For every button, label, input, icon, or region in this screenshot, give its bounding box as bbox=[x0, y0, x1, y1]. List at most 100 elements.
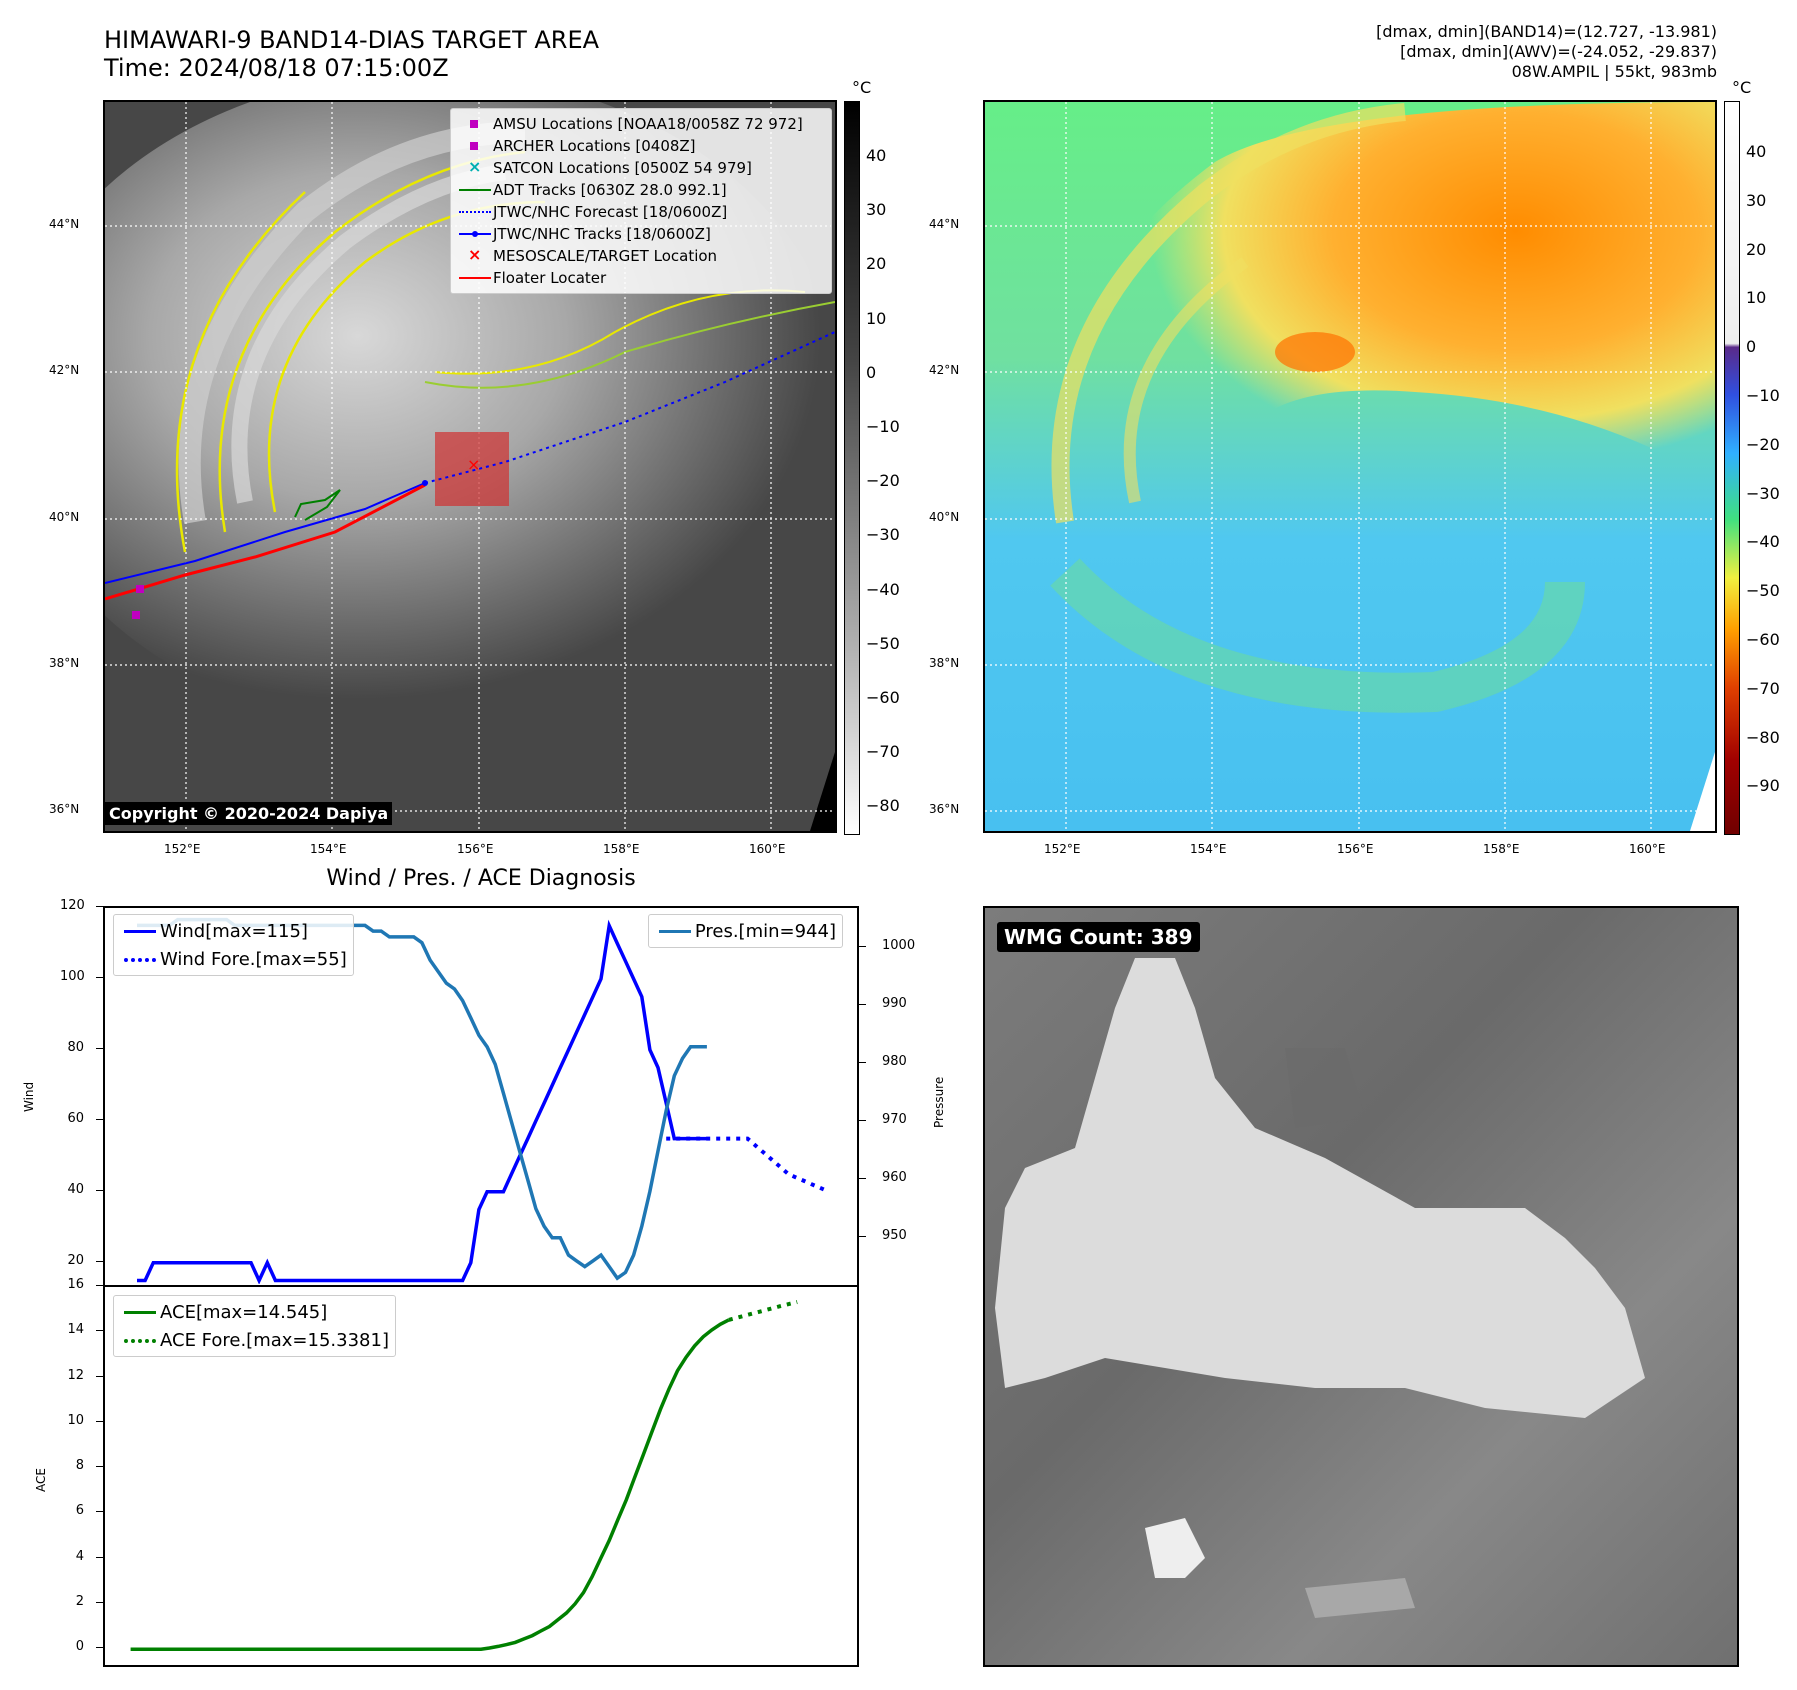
ace-tick-mark bbox=[96, 1511, 103, 1513]
stats-line2: [dmax, dmin](AWV)=(-24.052, -29.837) bbox=[1400, 42, 1717, 61]
map-legend-marker bbox=[457, 223, 493, 245]
stats-line1: [dmax, dmin](BAND14)=(12.727, -13.981) bbox=[1376, 22, 1717, 41]
pressure-tick-label: 960 bbox=[882, 1169, 907, 1185]
colorbar-tick-label: −20 bbox=[1746, 434, 1780, 454]
pressure-tick-label: 990 bbox=[882, 996, 907, 1012]
wind-pressure-chart: Wind[max=115] Wind Fore.[max=55] Pres.[m… bbox=[103, 906, 859, 1286]
colorbar-tick-label: 0 bbox=[866, 362, 877, 382]
colorbar-tick-label: −50 bbox=[1746, 581, 1780, 601]
copyright-badge: Copyright © 2020-2024 Dapiya bbox=[105, 802, 393, 825]
map-legend-label: MESOSCALE/TARGET Location bbox=[493, 247, 718, 265]
ace-legend: ACE[max=14.545] ACE Fore.[max=15.3381] bbox=[113, 1295, 396, 1357]
wind-tick-mark bbox=[96, 1118, 103, 1120]
map-legend-marker bbox=[457, 201, 493, 223]
wind-tick-mark bbox=[96, 1189, 103, 1191]
pressure-tick-label: 950 bbox=[882, 1227, 907, 1243]
contour-yellow-1 bbox=[175, 191, 306, 553]
legend-ace-label: ACE[max=14.545] bbox=[160, 1301, 328, 1323]
ace-tick-mark bbox=[96, 1285, 103, 1286]
archer-marker bbox=[132, 611, 140, 619]
wind-tick-label: 100 bbox=[60, 968, 85, 984]
wind-axis-label: Wind bbox=[22, 1081, 36, 1112]
diagnosis-title: Wind / Pres. / ACE Diagnosis bbox=[326, 866, 636, 891]
lon-label: 158°E bbox=[603, 842, 640, 856]
wind-tick-label: 120 bbox=[60, 898, 85, 913]
pressure-tick-mark bbox=[859, 1004, 866, 1006]
map-legend-item: ARCHER Locations [0408Z] bbox=[457, 135, 825, 157]
colorbar-tick-label: −60 bbox=[866, 688, 900, 707]
awv-map-svg bbox=[985, 102, 1715, 831]
colorbar-tick-label: 10 bbox=[866, 308, 887, 328]
map-legend-item: AMSU Locations [NOAA18/0058Z 72 972] bbox=[457, 113, 825, 135]
title-line1: HIMAWARI-9 BAND14-DIAS TARGET AREA bbox=[104, 26, 600, 54]
ir-grayscale-map: × AMSU Locations [NOAA18/0058Z 72 972] AR… bbox=[103, 100, 837, 833]
title-line2: Time: 2024/08/18 07:15:00Z bbox=[104, 54, 449, 82]
wmg-bright-region bbox=[995, 958, 1645, 1418]
map-legend-label: Floater Locater bbox=[493, 269, 607, 287]
map-legend-label: JTWC/NHC Tracks [18/0600Z] bbox=[493, 225, 711, 243]
series-line bbox=[666, 1136, 830, 1194]
legend-wind-forecast: Wind Fore.[max=55] bbox=[120, 945, 347, 973]
ace-tick-mark bbox=[96, 1647, 103, 1649]
colorbar-tick-label: 40 bbox=[1746, 142, 1767, 161]
pressure-tick-label: 1000 bbox=[882, 938, 916, 954]
outer-rainband bbox=[178, 121, 526, 524]
legend-ace-forecast-swatch bbox=[120, 1329, 160, 1351]
map-legend-marker bbox=[457, 135, 493, 157]
wmg-bright-spot bbox=[1145, 1518, 1205, 1578]
lat-label: 40°N bbox=[49, 510, 80, 524]
legend-pressure: Pres.[min=944] bbox=[655, 917, 836, 945]
wmg-count-badge: WMG Count: 389 bbox=[997, 922, 1200, 952]
map-legend-item: ADT Tracks [0630Z 28.0 992.1] bbox=[457, 179, 825, 201]
colorbar-tick-label: 20 bbox=[1746, 239, 1767, 259]
left-colorbar bbox=[844, 101, 860, 835]
dry-slot-band bbox=[1050, 558, 1585, 713]
colorbar-tick-label: 30 bbox=[866, 200, 887, 220]
map-legend-items: AMSU Locations [NOAA18/0058Z 72 972] ARCH… bbox=[457, 113, 825, 289]
wmg-dark-patch bbox=[1285, 1048, 1365, 1128]
target-area-box bbox=[435, 432, 509, 506]
map-legend-marker bbox=[457, 267, 493, 289]
cold-top-spot bbox=[1275, 332, 1355, 372]
ace-tick-mark bbox=[96, 1466, 103, 1468]
wmg-gray-patch bbox=[1305, 1578, 1415, 1618]
lon-label: 154°E bbox=[1190, 842, 1227, 856]
ace-series-line bbox=[728, 1300, 798, 1322]
ace-tick-label: 2 bbox=[75, 1593, 84, 1609]
map-legend-item: JTWC/NHC Tracks [18/0600Z] bbox=[457, 223, 825, 245]
jtwc-track-line bbox=[105, 482, 426, 584]
stats-line3: 08W.AMPIL | 55kt, 983mb bbox=[1511, 62, 1717, 81]
wind-legend: Wind[max=115] Wind Fore.[max=55] bbox=[113, 914, 354, 976]
colorbar-tick-label: 40 bbox=[866, 146, 887, 165]
pressure-tick-mark bbox=[859, 1120, 866, 1122]
legend-wind-swatch bbox=[120, 920, 160, 942]
legend-pressure-swatch bbox=[655, 920, 695, 942]
wind-tick-mark bbox=[96, 1047, 103, 1049]
map-legend-item: JTWC/NHC Forecast [18/0600Z] bbox=[457, 201, 825, 223]
colorbar-tick-label: −30 bbox=[1746, 483, 1780, 503]
ace-axis-label: ACE bbox=[34, 1468, 48, 1492]
ace-tick-mark bbox=[96, 1420, 103, 1422]
legend-ace-swatch bbox=[120, 1301, 160, 1323]
lat-label: 36°N bbox=[929, 802, 960, 816]
floater-locater-line bbox=[105, 483, 426, 601]
lat-label: 44°N bbox=[929, 217, 960, 231]
wind-tick-mark bbox=[96, 1260, 103, 1262]
wind-tick-label: 40 bbox=[67, 1181, 84, 1197]
amsu-marker bbox=[136, 585, 144, 593]
lat-label: 40°N bbox=[929, 510, 960, 524]
ace-series-line bbox=[130, 1318, 730, 1651]
ace-chart: ACE[max=14.545] ACE Fore.[max=15.3381] bbox=[103, 1285, 859, 1667]
colorbar-tick-label: −10 bbox=[866, 417, 900, 436]
colorbar-tick-label: −40 bbox=[1746, 532, 1780, 552]
right-colorbar-unit: °C bbox=[1732, 78, 1752, 97]
wmg-svg bbox=[985, 908, 1737, 1665]
wind-tick-label: 60 bbox=[67, 1110, 84, 1126]
wind-tick-label: 20 bbox=[67, 1252, 84, 1268]
ace-tick-label: 8 bbox=[75, 1458, 84, 1474]
pressure-legend: Pres.[min=944] bbox=[647, 914, 843, 948]
pressure-axis-label: Pressure bbox=[932, 1076, 946, 1128]
series-line bbox=[137, 919, 707, 1284]
lat-label: 38°N bbox=[49, 656, 80, 670]
map-legend: AMSU Locations [NOAA18/0058Z 72 972] ARCH… bbox=[450, 108, 832, 294]
